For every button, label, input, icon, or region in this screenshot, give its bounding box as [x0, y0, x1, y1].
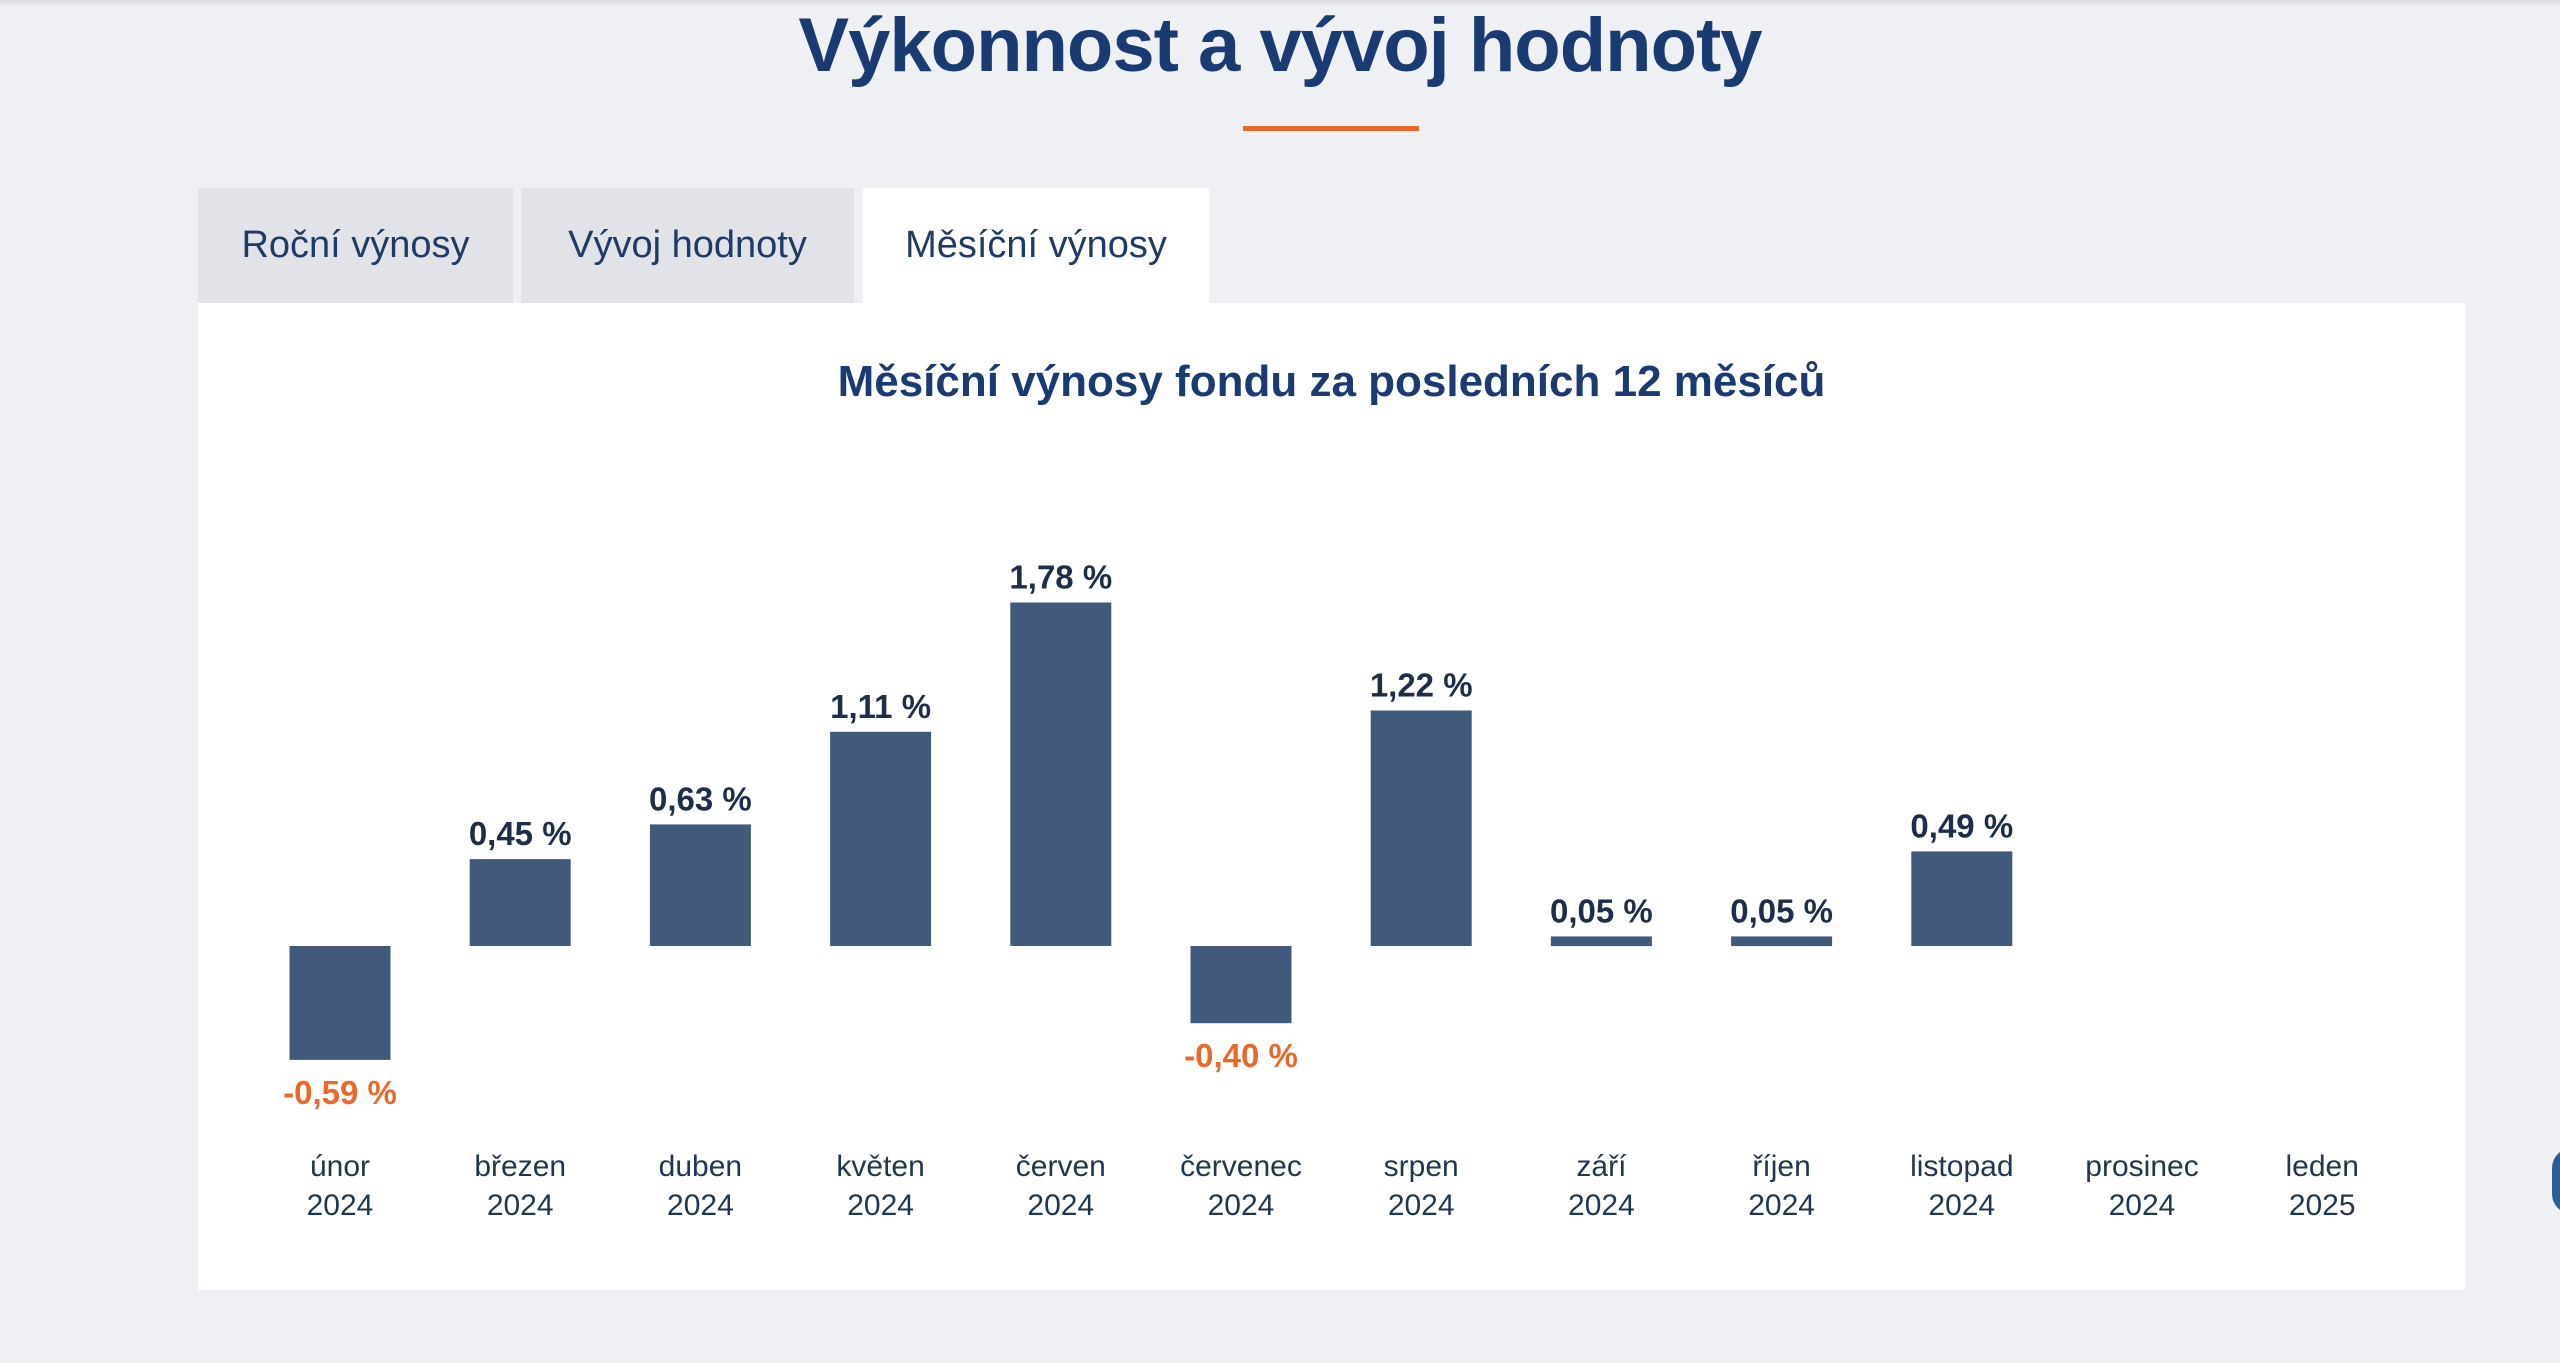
- bar[interactable]: [1370, 710, 1472, 947]
- data-label: 1,22 %: [1370, 667, 1473, 704]
- bar[interactable]: [830, 731, 932, 946]
- x-tick-label-month: srpen: [1384, 1150, 1459, 1183]
- monthly-returns-chart: -0,59 % únor 2024 0,45 % březen 2024 0,63 % dub…: [283, 559, 2359, 1223]
- x-tick-label-year: 2024: [847, 1189, 914, 1222]
- x-tick-label-year: 2025: [2289, 1189, 2356, 1222]
- chat-launcher-button[interactable]: [2552, 1148, 2560, 1214]
- bar[interactable]: [289, 946, 391, 1060]
- top-shadow: [0, 0, 2560, 6]
- x-tick-label-month: leden: [2285, 1150, 2358, 1183]
- bar[interactable]: [1550, 936, 1652, 947]
- x-tick-label-month: květen: [836, 1150, 924, 1183]
- bar[interactable]: [649, 824, 751, 946]
- bar[interactable]: [469, 859, 571, 946]
- x-tick-label-year: 2024: [1208, 1189, 1275, 1222]
- x-tick-label-month: listopad: [1910, 1150, 2013, 1183]
- bar[interactable]: [1731, 936, 1833, 947]
- chart-title: Měsíční výnosy fondu za posledních 12 mě…: [837, 357, 1826, 406]
- page-title: Výkonnost a vývoj hodnoty: [798, 3, 1762, 88]
- data-label: 1,11 %: [830, 688, 931, 725]
- x-tick-label-month: březen: [474, 1150, 566, 1183]
- tab-value-development[interactable]: Vývoj hodnoty: [521, 188, 854, 303]
- data-label: 0,05 %: [1550, 892, 1653, 929]
- tab-monthly-returns[interactable]: Měsíční výnosy: [863, 188, 1209, 303]
- x-tick-label-year: 2024: [667, 1189, 734, 1222]
- x-tick-label-month: září: [1576, 1150, 1627, 1183]
- chart-panel: Měsíční výnosy fondu za posledních 12 mě…: [198, 303, 2465, 1290]
- bar[interactable]: [1010, 602, 1112, 947]
- x-tick-label-year: 2024: [1568, 1189, 1635, 1222]
- data-label: 0,45 %: [469, 815, 572, 852]
- x-tick-label-year: 2024: [1027, 1189, 1094, 1222]
- x-tick-label-month: červenec: [1180, 1150, 1302, 1183]
- data-label: -0,40 %: [1184, 1037, 1298, 1074]
- bar[interactable]: [1911, 851, 2013, 946]
- x-tick-label-year: 2024: [2109, 1189, 2176, 1222]
- x-tick-label-month: červen: [1016, 1150, 1106, 1183]
- data-label: 1,78 %: [1009, 559, 1112, 596]
- tab-annual-returns[interactable]: Roční výnosy: [198, 188, 513, 303]
- data-label: 0,49 %: [1910, 807, 2013, 844]
- data-label: 0,63 %: [649, 780, 752, 817]
- title-underline: [1243, 126, 1419, 131]
- x-tick-label-year: 2024: [487, 1189, 554, 1222]
- x-tick-label-month: únor: [310, 1150, 370, 1183]
- data-label: -0,59 %: [283, 1074, 397, 1111]
- x-tick-label-month: duben: [659, 1150, 742, 1183]
- x-tick-label-year: 2024: [1928, 1189, 1995, 1222]
- bar[interactable]: [1190, 946, 1292, 1024]
- x-tick-label-year: 2024: [307, 1189, 374, 1222]
- x-tick-label-month: říjen: [1752, 1150, 1810, 1183]
- x-tick-label-year: 2024: [1388, 1189, 1455, 1222]
- x-tick-label-month: prosinec: [2085, 1150, 2198, 1183]
- data-label: 0,05 %: [1730, 892, 1833, 929]
- x-tick-label-year: 2024: [1748, 1189, 1815, 1222]
